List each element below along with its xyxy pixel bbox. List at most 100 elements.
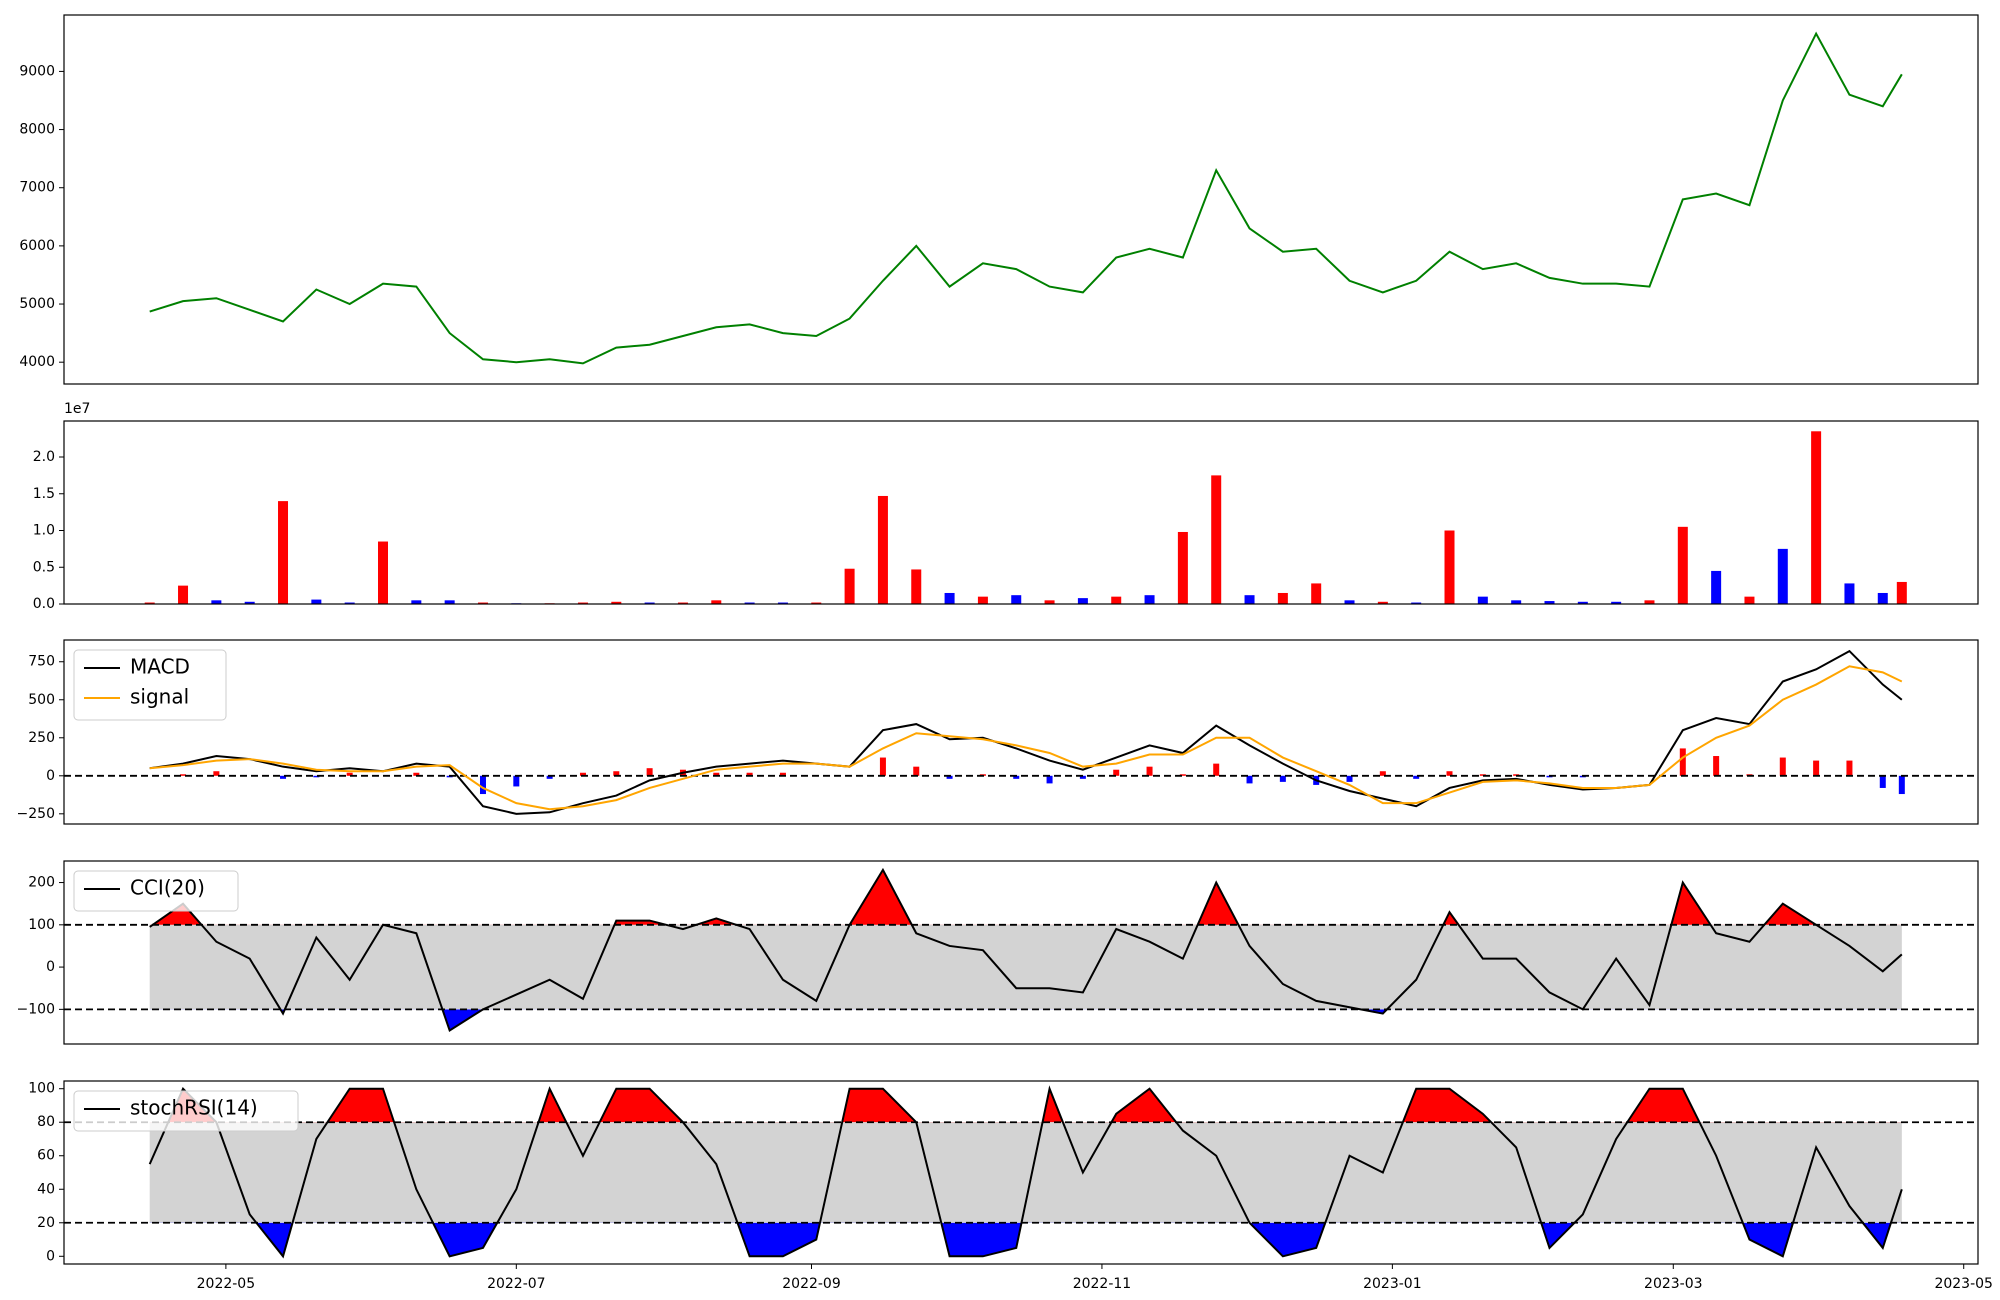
- volume-bar: [911, 569, 922, 604]
- histogram-bar: [1246, 775, 1253, 784]
- volume-bar: [1477, 596, 1488, 604]
- volume-bar: [1211, 475, 1222, 604]
- x-tick-label: 2022-07: [487, 1276, 546, 1292]
- volume-bar: [1777, 548, 1788, 604]
- volume-bar: [1277, 592, 1288, 604]
- histogram-bar: [646, 768, 653, 776]
- volume-bar: [777, 602, 788, 604]
- axes-frame: [63, 639, 1979, 825]
- x-tick-label: 2023-03: [1644, 1276, 1703, 1292]
- volume-bar: [1811, 431, 1822, 604]
- y-tick-label: 80: [37, 1114, 55, 1130]
- y-tick-label: 200: [28, 875, 55, 891]
- y-tick-label: 0: [46, 959, 55, 975]
- volume-bar: [1177, 531, 1188, 604]
- axes-frame: [63, 14, 1979, 385]
- y-tick-label: 5000: [19, 296, 55, 312]
- y-tick-label: 60: [37, 1148, 55, 1164]
- volume-bar: [877, 495, 888, 604]
- histogram-bar: [746, 772, 753, 776]
- volume-bar: [411, 600, 422, 604]
- histogram-bar: [579, 772, 586, 776]
- histogram-bar: [1413, 775, 1420, 779]
- volume-bar: [444, 600, 455, 604]
- volume-bar: [1044, 600, 1055, 604]
- histogram-bar: [213, 771, 220, 776]
- histogram-bar: [1279, 775, 1286, 782]
- volume-bar: [1877, 592, 1888, 604]
- histogram-bar: [1013, 775, 1020, 779]
- histogram-bar: [1446, 771, 1453, 776]
- y-tick-label: 100: [28, 1081, 55, 1097]
- volume-bar: [378, 541, 388, 604]
- histogram-bar: [1046, 775, 1053, 784]
- histogram-bar: [1113, 769, 1120, 776]
- volume-bar: [1411, 602, 1422, 604]
- histogram-bar: [180, 774, 187, 776]
- price-line: [149, 31, 1903, 365]
- legend-label: CCI(20): [130, 876, 205, 900]
- legend: stochRSI(14): [73, 1090, 299, 1132]
- volume-bar: [1711, 570, 1722, 604]
- y-tick-label: 0: [46, 768, 55, 784]
- histogram-bar: [346, 772, 353, 776]
- x-tick-label: 2022-11: [1073, 1276, 1132, 1292]
- volume-bar: [1577, 601, 1588, 604]
- indicator-line: [149, 867, 1903, 1033]
- volume-bar: [344, 602, 355, 604]
- volume-bar: [1344, 600, 1355, 604]
- volume-bar: [477, 602, 488, 604]
- volume-bar: [178, 585, 189, 604]
- volume-bar: [577, 602, 588, 604]
- volume-bar: [1377, 601, 1388, 604]
- histogram-bar: [946, 775, 953, 779]
- x-tick-label: 2022-05: [197, 1276, 256, 1292]
- volume-bar: [611, 601, 622, 604]
- volume-bar: [1896, 581, 1907, 604]
- histogram-bar: [546, 775, 553, 779]
- neutral-band: [149, 1122, 1902, 1223]
- neutral-band: [149, 924, 1902, 1010]
- x-tick-label: 2022-09: [782, 1276, 841, 1292]
- y-tick-label: 1.5: [33, 486, 55, 502]
- indicator-line: [149, 649, 1903, 815]
- y-tick-label: 0.5: [33, 559, 55, 575]
- legend-label: signal: [130, 685, 189, 709]
- volume-bar: [944, 592, 955, 604]
- histogram-bar: [1679, 748, 1686, 776]
- indicator-line: [149, 665, 1903, 811]
- volume-bar: [1844, 583, 1855, 604]
- histogram-bar: [1713, 756, 1720, 776]
- volume-bar: [311, 599, 322, 604]
- x-tick-label: 2023-01: [1363, 1276, 1422, 1292]
- histogram-bar: [1146, 766, 1153, 776]
- y-tick-label: 750: [28, 654, 55, 670]
- legend-label: stochRSI(14): [130, 1096, 258, 1120]
- volume-bar: [1677, 526, 1688, 604]
- y-tick-label: 500: [28, 692, 55, 708]
- volume-bar: [644, 602, 655, 604]
- histogram-bar: [1479, 774, 1486, 776]
- histogram-bar: [1813, 760, 1820, 776]
- volume-bar: [211, 600, 222, 604]
- volume-bar: [1311, 583, 1322, 604]
- histogram-bar: [613, 771, 620, 776]
- y-tick-label: 2.0: [33, 449, 55, 465]
- axes-frame: [63, 420, 1979, 605]
- y-tick-label: 0: [46, 1248, 55, 1264]
- y-tick-label: 9000: [19, 63, 55, 79]
- volume-bar: [811, 602, 822, 604]
- legend-box: [73, 1090, 299, 1132]
- volume-bar: [1144, 595, 1155, 604]
- histogram-bar: [779, 772, 786, 776]
- volume-bar: [844, 568, 855, 604]
- volume-bar: [711, 600, 722, 604]
- histogram-bar: [513, 775, 520, 787]
- histogram-bar: [1779, 757, 1786, 776]
- histogram-bar: [913, 766, 920, 776]
- y-tick-label: 6000: [19, 238, 55, 254]
- y-tick-label: −250: [17, 806, 55, 822]
- axes-frame: [63, 1080, 1979, 1265]
- histogram-bar: [479, 775, 486, 795]
